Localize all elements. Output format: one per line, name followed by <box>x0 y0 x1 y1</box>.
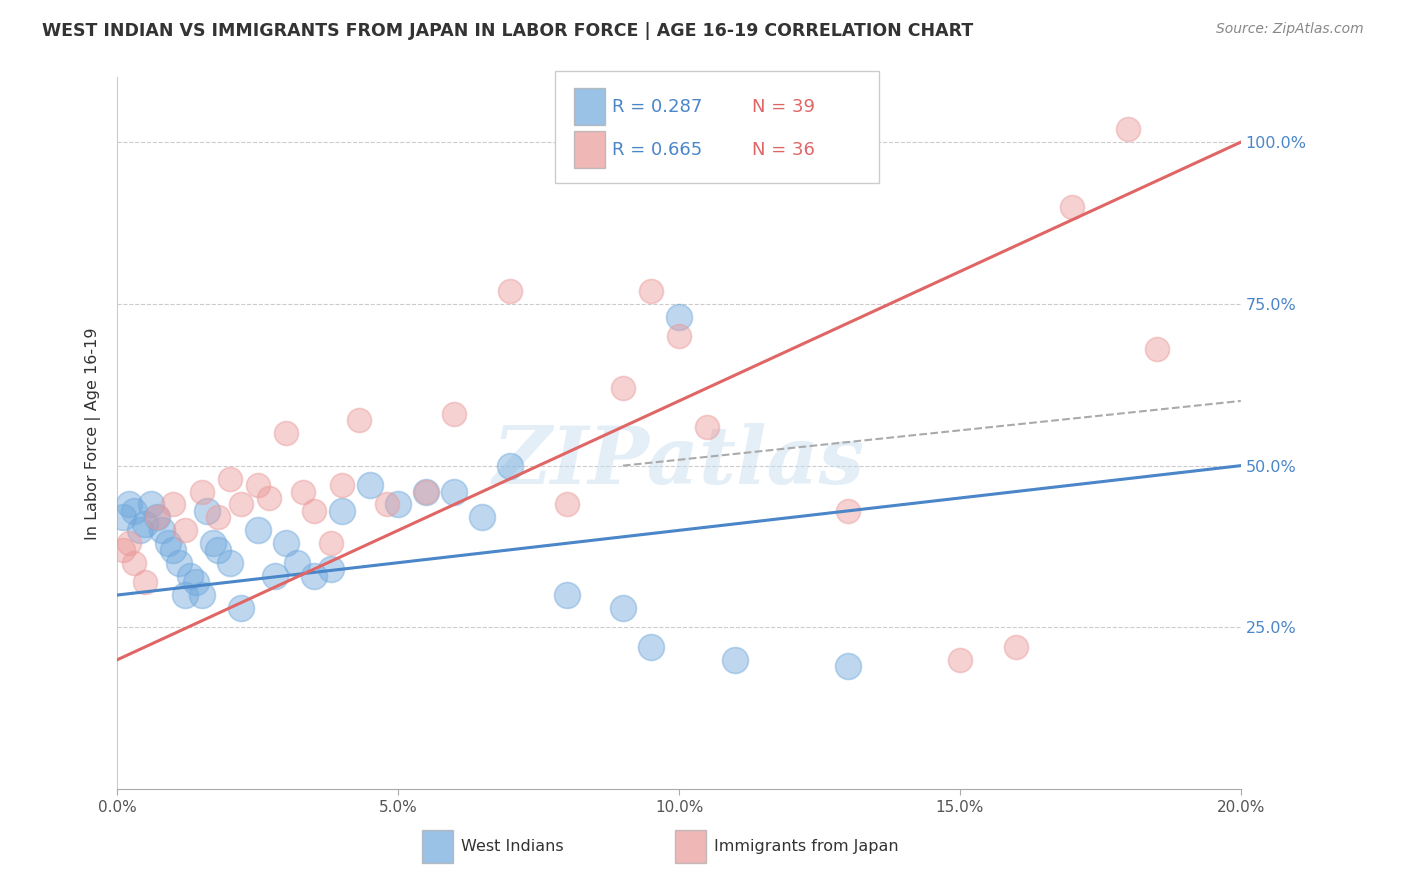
Text: Immigrants from Japan: Immigrants from Japan <box>714 839 898 854</box>
Point <box>387 498 409 512</box>
Point <box>150 524 173 538</box>
Text: N = 39: N = 39 <box>752 97 815 116</box>
Point <box>724 653 747 667</box>
Text: West Indians: West Indians <box>461 839 564 854</box>
Point <box>375 498 398 512</box>
Point <box>263 568 285 582</box>
Point <box>837 504 859 518</box>
Point <box>179 568 201 582</box>
Point <box>162 542 184 557</box>
Point <box>122 504 145 518</box>
Text: R = 0.287: R = 0.287 <box>612 97 702 116</box>
Point <box>1146 342 1168 356</box>
Point <box>555 588 578 602</box>
Point <box>443 484 465 499</box>
Point <box>207 542 229 557</box>
Point <box>291 484 314 499</box>
Y-axis label: In Labor Force | Age 16-19: In Labor Force | Age 16-19 <box>86 327 101 540</box>
Point <box>139 498 162 512</box>
Point <box>128 524 150 538</box>
Point <box>837 659 859 673</box>
Point <box>190 588 212 602</box>
Point <box>246 478 269 492</box>
Point <box>724 122 747 136</box>
Point <box>499 284 522 298</box>
Point <box>499 458 522 473</box>
Point <box>218 472 240 486</box>
Point <box>195 504 218 518</box>
Point <box>1062 200 1084 214</box>
Point <box>229 601 252 615</box>
Point <box>167 556 190 570</box>
Point <box>122 556 145 570</box>
Point <box>111 510 134 524</box>
Point <box>274 536 297 550</box>
Point <box>117 536 139 550</box>
Point <box>612 381 634 395</box>
Point <box>145 510 167 524</box>
Point <box>111 542 134 557</box>
Point <box>668 329 690 343</box>
Point <box>640 640 662 654</box>
Point <box>1005 640 1028 654</box>
Point <box>117 498 139 512</box>
Text: ZIPatlas: ZIPatlas <box>494 423 865 500</box>
Point <box>471 510 494 524</box>
Point <box>1118 122 1140 136</box>
Point <box>173 524 195 538</box>
Point <box>274 426 297 441</box>
Point <box>949 653 972 667</box>
Point <box>555 498 578 512</box>
Text: N = 36: N = 36 <box>752 141 815 159</box>
Point <box>302 504 325 518</box>
Point <box>173 588 195 602</box>
Point <box>443 407 465 421</box>
Point <box>156 536 179 550</box>
Point <box>134 575 156 590</box>
Point <box>612 601 634 615</box>
Text: WEST INDIAN VS IMMIGRANTS FROM JAPAN IN LABOR FORCE | AGE 16-19 CORRELATION CHAR: WEST INDIAN VS IMMIGRANTS FROM JAPAN IN … <box>42 22 973 40</box>
Point <box>330 478 353 492</box>
Point <box>285 556 308 570</box>
Point <box>134 516 156 531</box>
Point <box>780 148 803 162</box>
Text: Source: ZipAtlas.com: Source: ZipAtlas.com <box>1216 22 1364 37</box>
Text: R = 0.665: R = 0.665 <box>612 141 702 159</box>
Point <box>246 524 269 538</box>
Point <box>145 510 167 524</box>
Point <box>319 536 342 550</box>
Point <box>359 478 381 492</box>
Point <box>330 504 353 518</box>
Point <box>162 498 184 512</box>
Point <box>415 484 437 499</box>
Point <box>207 510 229 524</box>
Point <box>257 491 280 505</box>
Point <box>190 484 212 499</box>
Point <box>696 419 718 434</box>
Point <box>319 562 342 576</box>
Point <box>640 284 662 298</box>
Point <box>218 556 240 570</box>
Point <box>347 413 370 427</box>
Point <box>184 575 207 590</box>
Point <box>415 484 437 499</box>
Point <box>229 498 252 512</box>
Point <box>302 568 325 582</box>
Point <box>668 310 690 324</box>
Point <box>201 536 224 550</box>
